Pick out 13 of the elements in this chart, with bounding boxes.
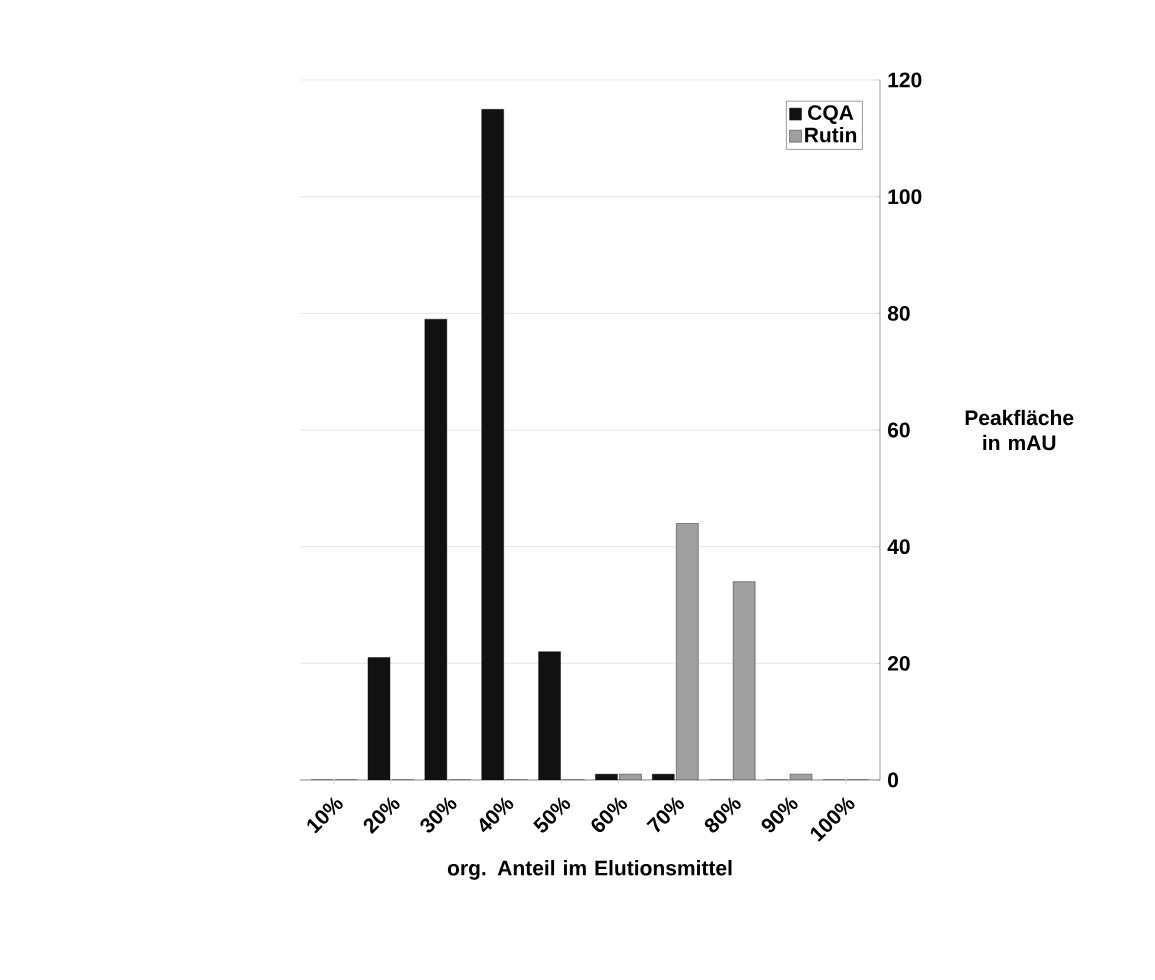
y-tick-label: 20 xyxy=(887,655,910,671)
x-tick-label: 40% xyxy=(479,797,514,833)
y-tick-label: 100 xyxy=(888,189,922,205)
legend-label: CQA xyxy=(808,105,854,124)
x-axis-title: org. Anteil im Elutionsmittel xyxy=(447,860,732,880)
y-axis-title: Peakfläche in mAU xyxy=(965,409,1074,451)
y-tick-label: 0 xyxy=(888,772,899,788)
y-tick-label: 120 xyxy=(888,72,922,88)
y-tick-label: 80 xyxy=(887,305,910,321)
y-tick-label: 40 xyxy=(887,539,910,555)
legend-label: Rutin xyxy=(805,127,857,143)
y-tick-label: 60 xyxy=(887,422,910,438)
x-tick-label: 60% xyxy=(591,797,628,832)
